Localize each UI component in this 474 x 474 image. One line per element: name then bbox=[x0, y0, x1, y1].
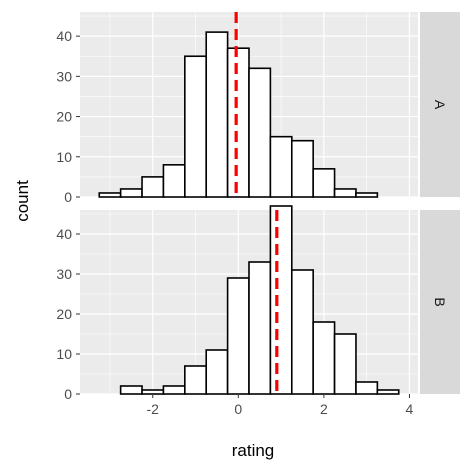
histogram-bar bbox=[141, 176, 165, 198]
histogram-bar bbox=[226, 47, 250, 198]
x-tick-label: 2 bbox=[320, 401, 328, 417]
histogram-bar bbox=[184, 55, 208, 198]
histogram-bar bbox=[184, 365, 208, 395]
x-tick-label: -2 bbox=[147, 401, 160, 417]
y-tick-label: 40 bbox=[56, 28, 72, 44]
histogram-bar bbox=[205, 31, 229, 198]
y-tick-label: 30 bbox=[56, 68, 72, 84]
chart-panels: 0 10 20 30 40 A 0 10 20 30 40 B bbox=[56, 12, 460, 402]
histogram-bar bbox=[269, 205, 293, 395]
y-tick-label: 0 bbox=[64, 189, 72, 205]
histogram-bar bbox=[141, 389, 165, 395]
histogram-bar bbox=[269, 135, 293, 198]
histogram-bar bbox=[312, 168, 336, 198]
y-tick-label: 40 bbox=[56, 226, 72, 242]
histogram-bar bbox=[162, 164, 186, 198]
y-tick-label: 0 bbox=[64, 386, 72, 402]
y-tick-label: 10 bbox=[56, 346, 72, 362]
y-tick-label: 20 bbox=[56, 306, 72, 322]
histogram-bar bbox=[119, 188, 143, 198]
histogram-bar bbox=[119, 385, 143, 395]
histogram-bar bbox=[376, 389, 400, 395]
y-axis-title: count bbox=[13, 180, 32, 222]
facet-strip bbox=[420, 12, 460, 197]
histogram-bar bbox=[312, 321, 336, 395]
facet-strip bbox=[420, 210, 460, 394]
histogram-bar bbox=[355, 381, 379, 395]
x-tick-label: 0 bbox=[234, 401, 242, 417]
facet-panel-A: 0 10 20 30 40 A bbox=[56, 12, 460, 205]
histogram-bar bbox=[205, 349, 229, 395]
histogram-bar bbox=[162, 385, 186, 395]
y-tick-label: 10 bbox=[56, 149, 72, 165]
histogram-bar bbox=[333, 188, 357, 198]
facet-strip-label: B bbox=[432, 297, 448, 306]
x-axis-title: rating bbox=[232, 441, 275, 460]
histogram-bar bbox=[333, 333, 357, 395]
histogram-bar bbox=[290, 269, 314, 395]
histogram-bar bbox=[248, 261, 272, 395]
facet-panel-B: 0 10 20 30 40 B bbox=[56, 205, 460, 402]
histogram-bar bbox=[98, 192, 122, 198]
histogram-bar bbox=[248, 67, 272, 198]
x-axis: -2 0 2 4 bbox=[147, 394, 414, 417]
y-tick-label: 30 bbox=[56, 266, 72, 282]
x-tick-label: 4 bbox=[406, 401, 414, 417]
histogram-bar bbox=[226, 277, 250, 395]
facet-strip-label: A bbox=[432, 100, 448, 110]
histogram-bar bbox=[355, 192, 379, 198]
y-tick-label: 20 bbox=[56, 109, 72, 125]
histogram-bar bbox=[290, 139, 314, 198]
